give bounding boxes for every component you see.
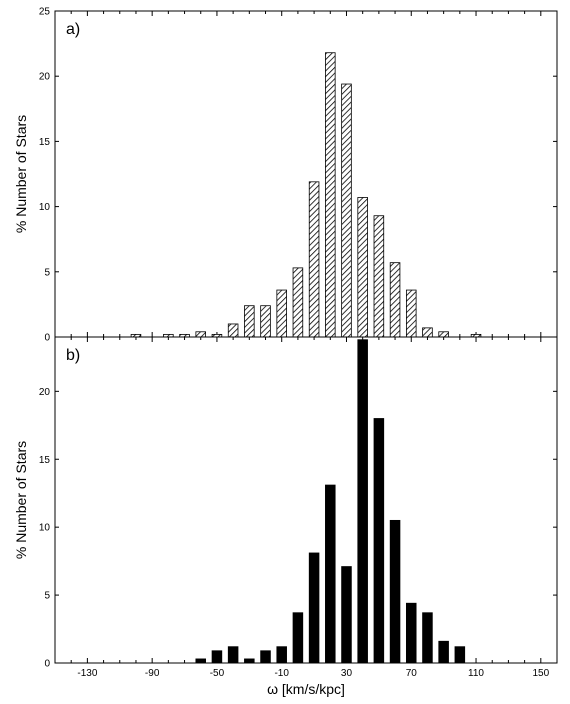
panel-b-label: b) <box>66 347 80 364</box>
x-tick-label: -130 <box>77 668 97 679</box>
panel-a-x-ticks <box>54 11 558 337</box>
x-tick-label: 30 <box>341 668 353 679</box>
panel-a: a) % Number of Stars 0 5 10 15 20 25 <box>13 7 558 344</box>
panel-b-y-axis-label: % Number of Stars <box>13 441 29 559</box>
panel-b-bar <box>325 484 336 664</box>
panel-b-bar <box>454 646 466 664</box>
panel-a-y-tick-label: 10 <box>39 202 51 213</box>
panel-a-y-tick-label: 0 <box>44 333 50 344</box>
panel-b-bar <box>357 339 368 664</box>
x-tick-label: -10 <box>274 668 289 679</box>
panel-b-y-tick-label: 10 <box>39 523 51 534</box>
panel-b-bar <box>308 552 320 664</box>
panel-a-bar <box>405 289 417 338</box>
x-axis-label: ω [km/s/kpc] <box>267 681 345 697</box>
x-tick-label: -50 <box>210 668 225 679</box>
x-tick-label: 110 <box>468 668 484 679</box>
panel-a-bar <box>195 331 206 338</box>
panel-b-bar <box>341 566 352 664</box>
panel-b-y-tick-label: 0 <box>44 659 50 670</box>
panel-a-label: a) <box>66 21 80 38</box>
panel-b-y-ticks: 0 5 10 15 20 <box>39 387 557 670</box>
panel-a-y-ticks: 0 5 10 15 20 25 <box>39 7 557 344</box>
panel-a-bar <box>227 323 239 338</box>
panel-b-y-tick-label: 5 <box>44 591 50 602</box>
panel-a-y-tick-label: 20 <box>39 72 51 83</box>
x-tick-label: 150 <box>532 668 549 679</box>
x-tick-label: -90 <box>145 668 160 679</box>
panel-a-bar <box>325 52 336 338</box>
panel-a-bar <box>276 289 287 338</box>
panel-b-bar <box>211 650 223 664</box>
panel-b-bar <box>422 612 433 664</box>
panel-b-bars <box>195 339 466 664</box>
panel-b-bar <box>244 658 255 664</box>
panel-b-y-tick-label: 15 <box>39 455 51 466</box>
x-tick-label: 70 <box>406 668 418 679</box>
panel-b-bar <box>373 418 385 664</box>
panel-a-y-tick-label: 25 <box>39 7 51 18</box>
panel-b-bar <box>227 646 239 664</box>
panel-a-bar <box>438 331 449 338</box>
panel-a-frame <box>54 10 558 338</box>
panel-b-bar <box>195 658 206 664</box>
panel-a-bars <box>130 52 482 338</box>
panel-a-bar <box>244 305 255 338</box>
panel-b-bar <box>405 602 417 664</box>
panel-a-bar <box>422 327 433 338</box>
panel-a-bar <box>308 181 320 338</box>
panel-b: b) % Number of Stars ω [km/s/kpc] 0 5 10 15… <box>13 336 558 697</box>
panel-a-y-tick-label: 5 <box>44 267 50 278</box>
panel-a-bar <box>292 267 304 338</box>
panel-b-bar <box>260 650 271 664</box>
panel-b-frame <box>54 336 558 664</box>
panel-a-bar <box>357 197 368 338</box>
panel-b-bar <box>389 519 401 664</box>
panel-a-y-axis-label: % Number of Stars <box>13 115 29 233</box>
panel-a-y-tick-label: 15 <box>39 137 51 148</box>
panel-b-bar <box>276 646 287 664</box>
panel-a-bar <box>373 215 385 338</box>
panel-a-bar <box>341 83 352 338</box>
panel-a-bar <box>389 262 401 338</box>
panel-b-bar <box>438 640 449 664</box>
panel-a-bar <box>260 305 271 338</box>
panel-b-x-ticks: -130 -90 -50 -10 30 70 110 150 <box>54 337 558 679</box>
panel-b-y-tick-label: 20 <box>39 387 51 398</box>
panel-b-bar <box>292 612 304 664</box>
